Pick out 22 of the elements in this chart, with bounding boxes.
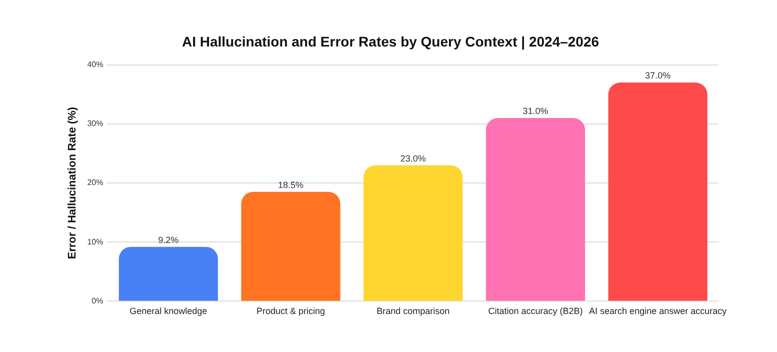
x-tick-label: AI search engine answer accuracy <box>589 306 728 316</box>
data-label: 37.0% <box>645 70 671 81</box>
bar <box>486 118 586 301</box>
x-tick-label: Product & pricing <box>256 306 326 316</box>
y-tick-label: 40% <box>87 60 104 70</box>
bar <box>608 82 708 301</box>
y-tick-label: 20% <box>87 178 104 188</box>
data-label: 18.5% <box>278 180 304 190</box>
y-tick-label: 30% <box>87 119 104 128</box>
bar <box>118 246 218 301</box>
x-tick-label: Brand comparison <box>376 306 450 316</box>
data-label: 9.2% <box>158 234 179 245</box>
x-tick-label: Citation accuracy (B2B) <box>488 306 583 316</box>
x-tick-label: General knowledge <box>130 306 208 316</box>
data-label: 23.0% <box>400 153 426 164</box>
y-tick-label: 0% <box>92 296 104 306</box>
bar <box>364 165 463 301</box>
data-label: 31.0% <box>522 106 548 116</box>
y-axis-title: Error / Hallucination Rate (%) <box>66 106 79 260</box>
bar <box>241 192 340 301</box>
y-tick-label: 10% <box>87 237 104 246</box>
chart-title: AI Hallucination and Error Rates by Query Context | 2024–2026 <box>182 33 600 50</box>
